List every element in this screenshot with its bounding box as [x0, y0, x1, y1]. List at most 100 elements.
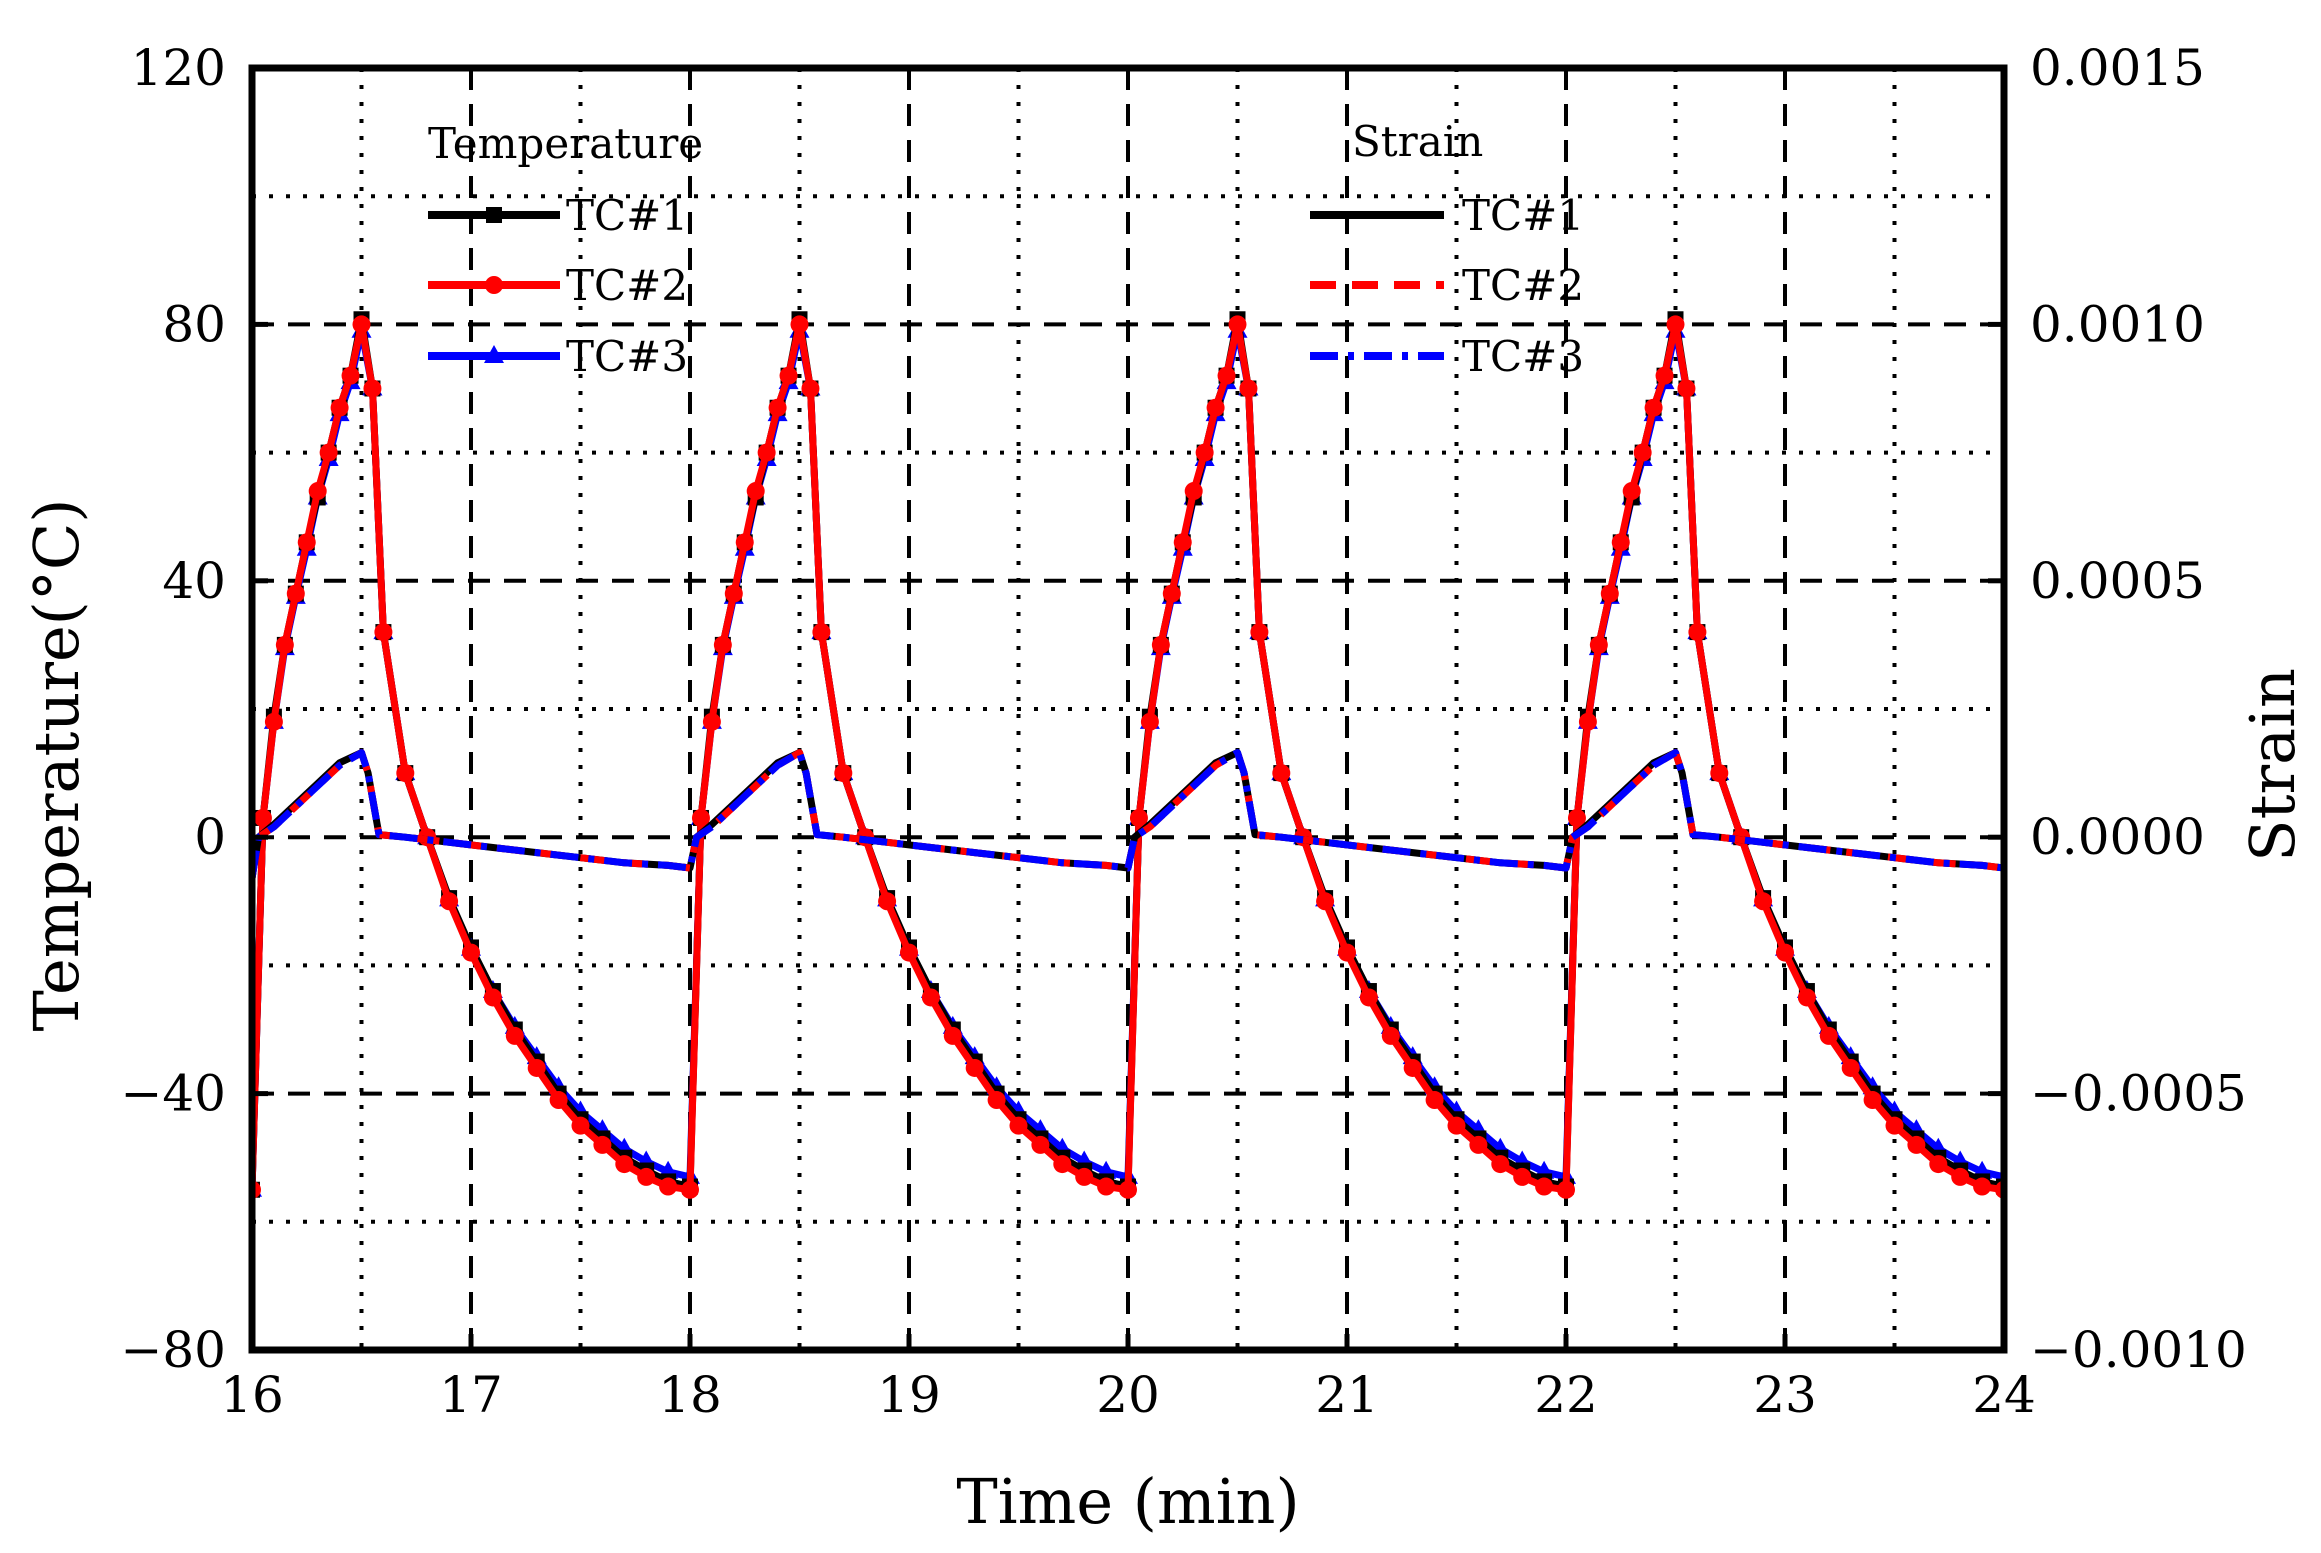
temp-point-tc2 — [1239, 379, 1258, 398]
temp-point-tc2 — [724, 584, 743, 603]
temp-point-tc2 — [1710, 764, 1729, 783]
temp-point-tc2 — [571, 1116, 590, 1135]
x-tick-label: 20 — [1096, 1366, 1160, 1424]
legend-strain-title: Strain — [1352, 117, 1483, 166]
temp-point-tc2 — [1075, 1167, 1094, 1186]
temp-point-tc2 — [1633, 443, 1652, 462]
temp-point-tc2 — [1688, 623, 1707, 642]
temp-point-tc2 — [483, 988, 502, 1007]
x-tick-label: 23 — [1753, 1366, 1817, 1424]
temp-point-tc2 — [746, 482, 765, 501]
temp-point-tc2 — [1162, 584, 1181, 603]
x-tick-label: 19 — [877, 1366, 941, 1424]
y2-tick-label: −0.0005 — [2030, 1065, 2247, 1123]
temp-point-tc2 — [1403, 1058, 1422, 1077]
temp-point-tc2 — [1622, 482, 1641, 501]
legend-temperature: Temperature TC#1 TC#2 TC#3 — [428, 119, 703, 381]
temp-point-tc2 — [1184, 482, 1203, 501]
y2-tick-label: 0.0005 — [2030, 552, 2205, 610]
temp-point-tc2 — [1053, 1155, 1072, 1174]
y-tick-label: 40 — [162, 552, 226, 610]
temp-point-tc2 — [900, 943, 918, 962]
temp-point-tc2 — [1819, 1026, 1838, 1045]
strain-series-group — [252, 749, 2004, 879]
x-tick-label: 24 — [1972, 1366, 2036, 1424]
temp-point-tc2 — [1338, 943, 1356, 962]
temp-point-tc2 — [659, 1177, 678, 1196]
temp-point-tc2 — [790, 315, 809, 334]
temp-point-tc2 — [341, 366, 360, 385]
temp-point-tc2 — [1425, 1091, 1444, 1110]
temp-point-tc2 — [1447, 1116, 1466, 1135]
temp-point-tc2 — [1589, 635, 1608, 654]
strain-line-tc3 — [252, 749, 2004, 879]
temp-point-tc2 — [1206, 398, 1225, 417]
x-tick-label: 18 — [658, 1366, 722, 1424]
legend-temp-tc1-label: TC#1 — [566, 191, 688, 240]
legend-strain: Strain TC#1 TC#2 TC#3 — [1310, 117, 1584, 381]
temp-point-tc2 — [637, 1167, 656, 1186]
temp-point-tc2 — [921, 988, 940, 1007]
grid — [252, 68, 2004, 1350]
temp-point-tc2 — [1140, 712, 1159, 731]
temp-point-tc2 — [1151, 635, 1170, 654]
temp-point-tc2 — [1754, 892, 1773, 911]
legend-temp-tc2-marker — [485, 276, 503, 294]
x-tick-label: 16 — [220, 1366, 284, 1424]
temp-point-tc2 — [1567, 808, 1586, 827]
temp-point-tc2 — [440, 892, 459, 911]
temp-point-tc2 — [1195, 443, 1214, 462]
legend-temp-tc3-label: TC#3 — [566, 332, 688, 381]
temp-point-tc2 — [1359, 988, 1378, 1007]
temp-point-tc2 — [1600, 584, 1619, 603]
y-tick-label: −80 — [120, 1321, 226, 1379]
temp-point-tc2 — [812, 623, 831, 642]
legend-strain-tc3-label: TC#3 — [1462, 332, 1584, 381]
temp-point-tc2 — [681, 1180, 699, 1199]
temp-point-tc2 — [396, 764, 415, 783]
legend-temp-tc2-label: TC#2 — [566, 261, 688, 310]
temp-point-tc2 — [1797, 988, 1816, 1007]
temp-point-tc2 — [965, 1058, 984, 1077]
temp-point-tc2 — [1578, 712, 1597, 731]
temp-point-tc2 — [1907, 1135, 1926, 1154]
temp-point-tc2 — [319, 443, 338, 462]
temp-point-tc2 — [286, 584, 305, 603]
temp-point-tc2 — [1666, 315, 1685, 334]
temp-point-tc2 — [1513, 1167, 1532, 1186]
temp-point-tc2 — [1644, 398, 1663, 417]
temperature-series-group — [252, 311, 2004, 1199]
temp-point-tc2 — [374, 623, 393, 642]
y-axis-title: Temperature(°C) — [20, 499, 93, 1032]
temp-point-tc2 — [1535, 1177, 1554, 1196]
temp-point-tc2 — [801, 379, 820, 398]
temp-point-tc2 — [615, 1155, 634, 1174]
temp-point-tc2 — [308, 482, 327, 501]
temp-point-tc2 — [1031, 1135, 1050, 1154]
temp-point-tc2 — [702, 712, 721, 731]
temp-point-tc2 — [1217, 366, 1236, 385]
legend-strain-tc2-label: TC#2 — [1462, 261, 1584, 310]
temp-point-tc2 — [264, 712, 283, 731]
temp-point-tc2 — [1491, 1155, 1510, 1174]
temp-point-tc2 — [297, 533, 316, 552]
y2-tick-label: −0.0010 — [2030, 1321, 2247, 1379]
temp-point-tc2 — [1250, 623, 1269, 642]
temp-point-tc2 — [363, 379, 382, 398]
temp-point-tc2 — [1097, 1177, 1116, 1196]
temp-point-tc2 — [1119, 1180, 1137, 1199]
temp-point-tc2 — [943, 1026, 962, 1045]
temp-point-tc2 — [735, 533, 754, 552]
temp-point-tc2 — [1929, 1155, 1948, 1174]
temp-point-tc2 — [330, 398, 349, 417]
temp-point-tc2 — [462, 943, 480, 962]
y-tick-label: 0 — [194, 808, 226, 866]
legend-temp-tc3-marker — [484, 345, 504, 363]
temp-point-tc2 — [1469, 1135, 1488, 1154]
temp-point-tc2 — [1316, 892, 1335, 911]
temp-point-tc2 — [1863, 1091, 1882, 1110]
temp-point-tc2 — [1611, 533, 1630, 552]
temp-point-tc2 — [834, 764, 853, 783]
temp-point-tc2 — [593, 1135, 612, 1154]
